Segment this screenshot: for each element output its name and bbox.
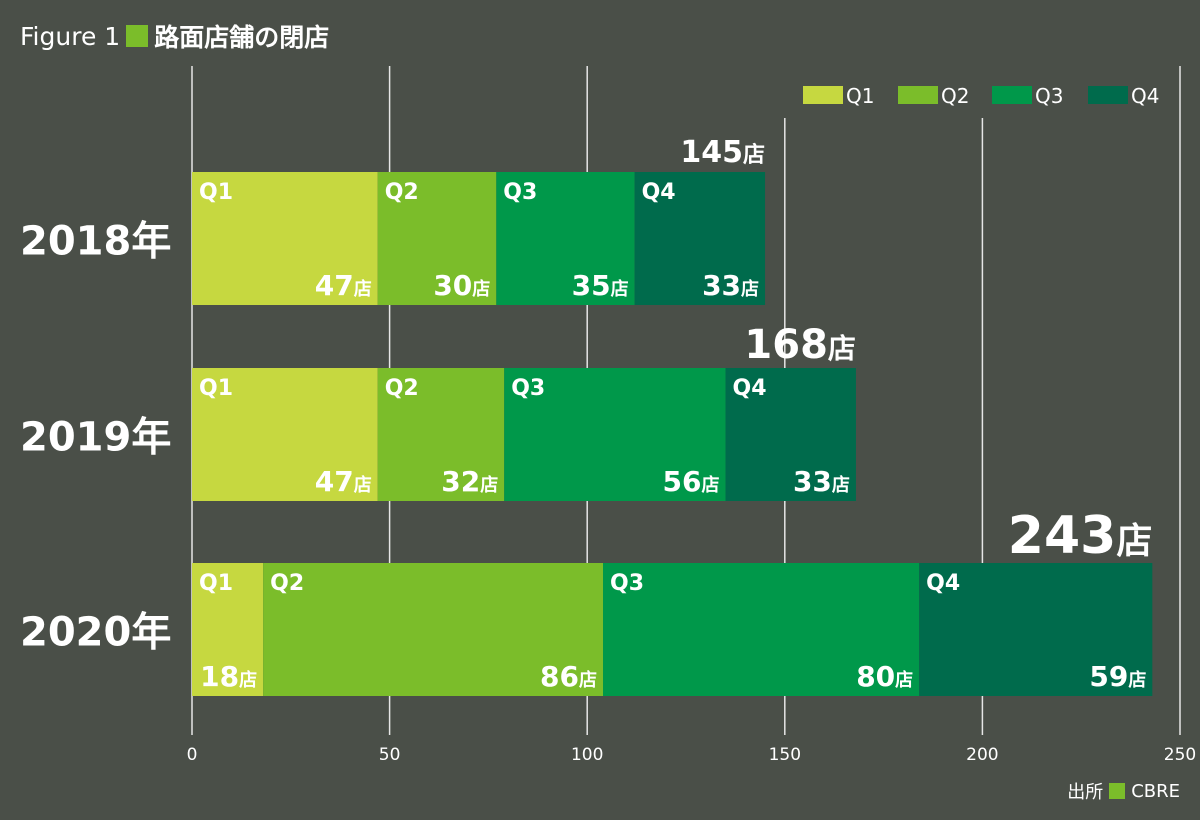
segment-value-label: 32店 — [441, 465, 498, 498]
legend-label-q2: Q2 — [941, 84, 969, 108]
segment-quarter-label: Q1 — [199, 571, 233, 596]
x-tick-label: 0 — [187, 745, 198, 765]
segment-value-label: 33店 — [793, 465, 850, 498]
legend-swatch-q3 — [992, 86, 1032, 104]
bar-segment — [919, 563, 1153, 696]
segment-value-label: 35店 — [572, 269, 629, 302]
segment-quarter-label: Q3 — [610, 571, 644, 596]
legend-label-q1: Q1 — [846, 84, 874, 108]
source-accent-swatch — [1109, 783, 1126, 799]
bar-segment — [192, 172, 378, 305]
legend-swatch-q2 — [898, 86, 938, 104]
x-tick-label: 50 — [379, 745, 401, 765]
figure-prefix: Figure 1 — [20, 21, 121, 51]
segment-quarter-label: Q2 — [270, 571, 304, 596]
bar-segment — [603, 563, 920, 696]
segment-quarter-label: Q4 — [733, 376, 767, 401]
segment-quarter-label: Q4 — [926, 571, 960, 596]
x-tick-label: 200 — [966, 745, 998, 765]
segment-quarter-label: Q2 — [385, 376, 419, 401]
segment-value-label: 56店 — [663, 465, 720, 498]
bar-segment — [263, 563, 604, 696]
bar-segment — [496, 172, 635, 305]
figure-title-text: 路面店舗の閉店 — [154, 23, 330, 52]
legend-label-q4: Q4 — [1131, 84, 1159, 108]
segment-value-label: 18店 — [200, 660, 257, 693]
segment-quarter-label: Q3 — [503, 180, 537, 205]
x-tick-label: 100 — [571, 745, 603, 765]
source-label: 出所 — [1067, 782, 1104, 803]
category-label: 2019年 — [20, 415, 171, 461]
figure-title: Figure 1 路面店舗の閉店 — [20, 18, 329, 54]
total-value-label: 145店 — [680, 135, 765, 170]
total-value-label: 168店 — [744, 322, 856, 368]
segment-value-label: 86店 — [540, 660, 597, 693]
bar-segment — [192, 563, 264, 696]
legend-label-q3: Q3 — [1035, 84, 1063, 108]
x-tick-label: 150 — [769, 745, 801, 765]
legend-swatch-q1 — [803, 86, 843, 104]
bar-segment — [504, 368, 726, 501]
title-accent-swatch — [126, 25, 149, 47]
segment-value-label: 33店 — [702, 269, 759, 302]
segment-quarter-label: Q1 — [199, 376, 233, 401]
segment-quarter-label: Q4 — [642, 180, 676, 205]
x-tick-label: 250 — [1164, 745, 1196, 765]
segment-quarter-label: Q3 — [511, 376, 545, 401]
source-note: 出所 CBRE — [1067, 778, 1180, 804]
segment-value-label: 59店 — [1089, 660, 1146, 693]
category-label: 2020年 — [20, 610, 171, 656]
category-label: 2018年 — [20, 219, 171, 265]
segment-value-label: 30店 — [433, 269, 490, 302]
segment-quarter-label: Q1 — [199, 180, 233, 205]
bar-segment — [192, 368, 378, 501]
segment-value-label: 80店 — [856, 660, 913, 693]
bar-segment — [725, 368, 856, 501]
total-value-label: 243店 — [1008, 506, 1153, 566]
legend-swatch-q4 — [1088, 86, 1128, 104]
source-name: CBRE — [1131, 780, 1180, 802]
bar-segment — [634, 172, 766, 305]
bar-segment — [377, 172, 497, 305]
segment-quarter-label: Q2 — [385, 180, 419, 205]
segment-value-label: 47店 — [315, 269, 372, 302]
bar-segment — [377, 368, 505, 501]
segment-value-label: 47店 — [315, 465, 372, 498]
